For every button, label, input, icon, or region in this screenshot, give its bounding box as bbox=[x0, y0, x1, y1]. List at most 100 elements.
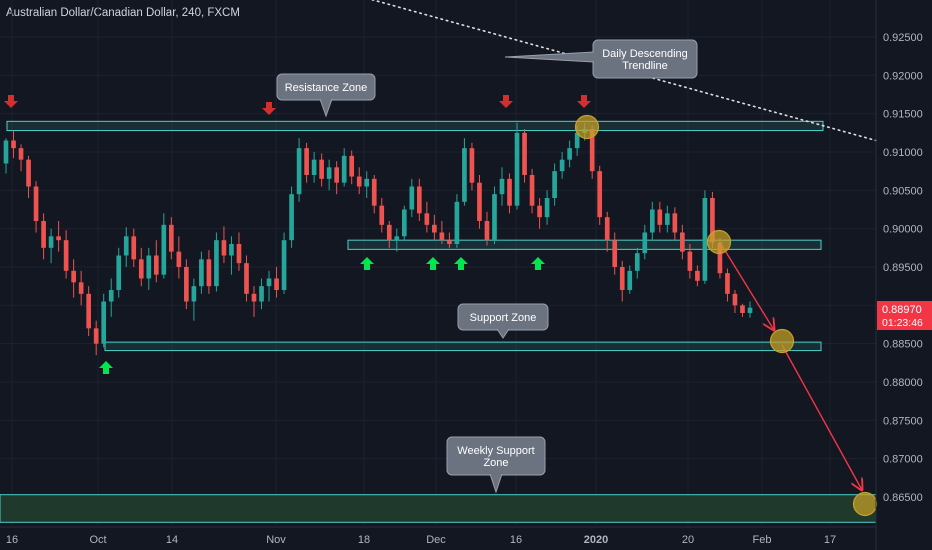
up-arrow-icon bbox=[454, 257, 468, 270]
candle-body bbox=[138, 259, 144, 279]
candle-body bbox=[717, 242, 723, 274]
candle-body bbox=[56, 236, 61, 241]
candle-body bbox=[657, 209, 663, 225]
weekly-support-callout-tail bbox=[489, 473, 503, 494]
candle-body bbox=[33, 186, 39, 221]
trendline-callout-tail bbox=[504, 51, 595, 63]
price-tick-label: 0.87500 bbox=[883, 415, 923, 427]
price-axis: 0.92500 0.92000 0.91500 0.91000 0.90500 0.900… bbox=[875, 0, 932, 550]
candle-body bbox=[514, 132, 520, 206]
candle-body bbox=[319, 159, 324, 179]
symbol-title: Australian Dollar/Canadian Dollar, 240, … bbox=[6, 7, 240, 19]
candle-body bbox=[552, 171, 557, 198]
candle-body bbox=[3, 140, 9, 164]
candle-body bbox=[740, 305, 745, 313]
inner-support-zone bbox=[347, 239, 822, 250]
candle-body bbox=[266, 278, 272, 287]
candle-body bbox=[206, 259, 212, 287]
candle-body bbox=[559, 159, 565, 172]
candle-body bbox=[687, 251, 693, 271]
time-tick-label: Dec bbox=[426, 534, 446, 546]
candle-body bbox=[191, 286, 197, 302]
weekly-support-zone bbox=[0, 494, 877, 523]
candle-body bbox=[732, 293, 738, 306]
candle-body bbox=[477, 182, 482, 221]
candle-body bbox=[244, 263, 249, 294]
candle-body bbox=[71, 270, 76, 283]
candle-body bbox=[725, 273, 730, 294]
candle-body bbox=[409, 186, 415, 210]
candle-body bbox=[447, 240, 452, 244]
candle-body bbox=[169, 224, 174, 252]
candle-body bbox=[116, 255, 122, 290]
candle-body bbox=[604, 217, 610, 241]
candle-body bbox=[259, 286, 264, 302]
candle-body bbox=[522, 132, 527, 175]
candle-body bbox=[394, 236, 400, 241]
price-tick-label: 0.90000 bbox=[883, 224, 923, 236]
candle-body bbox=[11, 140, 16, 149]
candles bbox=[3, 122, 753, 356]
candle-body bbox=[574, 132, 580, 149]
candle-body bbox=[649, 209, 655, 233]
trendline-callout-label: Trendline bbox=[622, 60, 667, 72]
candle-body bbox=[507, 178, 512, 206]
candle-body bbox=[627, 270, 633, 290]
candle-body bbox=[161, 224, 167, 275]
countdown-label: 01:23:46 bbox=[882, 317, 923, 329]
time-tick-label: 16 bbox=[6, 534, 18, 546]
time-tick-label: Nov bbox=[266, 534, 286, 546]
candle-body bbox=[544, 198, 550, 218]
weekly-support-callout-label: Zone bbox=[483, 457, 508, 469]
candle-body bbox=[146, 255, 152, 279]
candle-body bbox=[131, 236, 137, 260]
candle-body bbox=[454, 201, 460, 244]
candle-body bbox=[371, 178, 377, 206]
up-arrow-icon bbox=[99, 361, 113, 374]
time-tick-label: 14 bbox=[166, 534, 178, 546]
descending-trendline bbox=[370, 0, 877, 142]
candle-body bbox=[78, 282, 84, 294]
candle-body bbox=[48, 236, 54, 248]
support-callout-tail bbox=[496, 328, 510, 339]
price-tick-label: 0.91000 bbox=[883, 147, 923, 159]
candle-body bbox=[672, 213, 678, 233]
candle-body bbox=[439, 232, 445, 241]
candle-body bbox=[236, 244, 242, 264]
candle-body bbox=[281, 240, 287, 290]
candle-body bbox=[462, 148, 467, 202]
time-tick-label: 20 bbox=[682, 534, 694, 546]
candle-body bbox=[401, 209, 407, 237]
resistance-callout-tail bbox=[319, 98, 333, 118]
target-marker bbox=[574, 114, 600, 140]
price-tick-label: 0.90500 bbox=[883, 185, 923, 197]
candle-body bbox=[101, 301, 107, 344]
price-tick-label: 0.92500 bbox=[883, 32, 923, 44]
candle-body bbox=[492, 194, 497, 241]
resistance-callout-label: Resistance Zone bbox=[285, 82, 368, 94]
resistance-zone bbox=[6, 120, 824, 132]
up-arrow-icon bbox=[531, 257, 545, 270]
candle-body bbox=[18, 148, 24, 160]
candle-body bbox=[424, 213, 430, 225]
candle-body bbox=[665, 213, 670, 225]
target-marker bbox=[769, 328, 795, 354]
candle-body bbox=[484, 221, 490, 241]
price-tick-label: 0.88000 bbox=[883, 377, 923, 389]
candle-body bbox=[274, 278, 279, 290]
candle-body bbox=[334, 167, 339, 183]
candle-body bbox=[326, 167, 332, 179]
current-price-tag bbox=[877, 301, 932, 330]
candle-body bbox=[349, 155, 355, 177]
candle-body bbox=[567, 148, 572, 160]
price-tick-label: 0.92000 bbox=[883, 70, 923, 82]
up-arrow-icon bbox=[426, 257, 440, 270]
candle-body bbox=[86, 293, 91, 329]
price-tick-label: 0.91500 bbox=[883, 109, 923, 121]
candle-body bbox=[680, 232, 685, 252]
price-tick-label: 0.86500 bbox=[883, 492, 923, 504]
projection-line-1 bbox=[720, 243, 774, 330]
